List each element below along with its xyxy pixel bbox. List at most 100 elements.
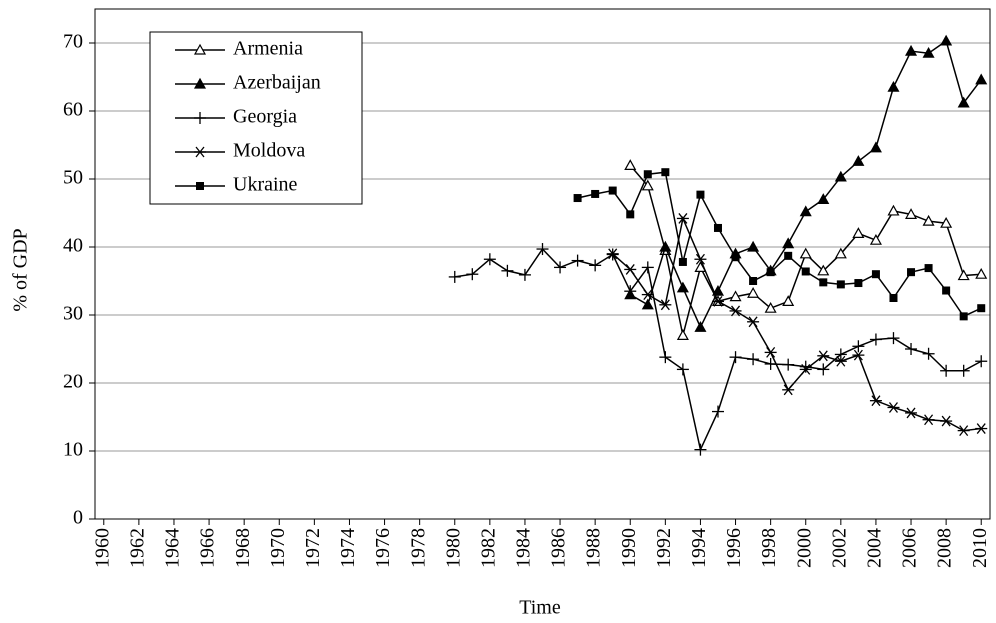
x-tick-label: 2006 — [899, 528, 921, 568]
marker — [887, 80, 900, 92]
marker — [573, 194, 582, 203]
marker — [922, 414, 935, 426]
marker — [869, 141, 882, 153]
marker — [711, 405, 724, 418]
marker — [782, 384, 795, 396]
marker — [905, 407, 918, 419]
legend-label: Armenia — [233, 38, 303, 60]
marker — [764, 357, 777, 370]
marker — [869, 233, 882, 245]
marker — [942, 286, 951, 295]
marker — [852, 340, 865, 353]
marker — [905, 44, 918, 56]
marker — [817, 193, 830, 204]
series-line — [612, 215, 982, 432]
y-tick-label: 70 — [63, 31, 83, 53]
marker — [887, 332, 900, 345]
marker — [641, 289, 654, 301]
marker-stroke — [818, 350, 828, 362]
x-axis-label: Time — [519, 597, 561, 619]
marker — [641, 179, 654, 191]
marker — [852, 227, 865, 238]
marker-stroke — [801, 363, 811, 375]
marker — [193, 43, 207, 55]
x-tick-label: 1968 — [232, 528, 254, 568]
marker-stroke — [959, 425, 969, 437]
marker — [659, 351, 672, 364]
marker-stroke — [608, 248, 618, 260]
marker — [711, 295, 724, 307]
marker — [905, 343, 918, 355]
marker — [766, 268, 775, 277]
marker — [694, 443, 707, 456]
x-tick-label: 1996 — [723, 528, 745, 568]
x-tick-label: 2004 — [864, 528, 886, 568]
marker — [940, 216, 953, 228]
marker — [696, 190, 705, 199]
x-tick-label: 1960 — [91, 528, 113, 568]
legend: Armenia Azerbaijan Georgia Moldova Ukraine — [149, 31, 363, 205]
marker — [589, 259, 602, 272]
marker — [834, 170, 847, 182]
marker — [940, 415, 953, 427]
marker — [747, 240, 760, 252]
marker — [643, 170, 652, 179]
x-tick-label: 1976 — [372, 528, 394, 568]
marker — [957, 96, 970, 108]
marker — [924, 264, 933, 273]
marker — [975, 73, 988, 85]
marker-stroke — [678, 213, 688, 224]
marker — [193, 77, 207, 89]
x-tick-label: 1970 — [267, 528, 289, 568]
marker — [957, 364, 970, 377]
marker — [940, 34, 953, 46]
x-tick-label: 1982 — [477, 528, 499, 568]
marker — [907, 268, 916, 277]
marker — [659, 299, 672, 311]
marker — [729, 351, 742, 364]
marker — [608, 186, 617, 195]
marker — [624, 159, 637, 170]
x-tick-label: 1994 — [688, 528, 710, 568]
y-tick-label: 50 — [63, 167, 83, 189]
y-tick-label: 0 — [73, 507, 83, 529]
marker — [196, 182, 204, 190]
marker — [799, 205, 812, 217]
marker — [694, 253, 707, 265]
marker — [887, 204, 900, 216]
marker — [852, 349, 865, 361]
marker — [729, 290, 742, 302]
marker — [959, 312, 968, 321]
marker — [676, 213, 689, 224]
marker — [764, 301, 777, 313]
x-tick-label: 1988 — [583, 528, 605, 568]
marker — [834, 247, 847, 259]
marker — [784, 251, 793, 260]
legend-label: Ukraine — [233, 174, 298, 196]
y-axis-label: % of GDP — [10, 228, 32, 311]
marker — [624, 264, 637, 275]
marker — [747, 287, 760, 298]
marker — [889, 294, 898, 302]
marker — [817, 363, 830, 376]
marker-stroke — [924, 414, 934, 426]
marker — [713, 223, 722, 232]
marker-stroke — [625, 264, 635, 275]
marker — [694, 321, 707, 332]
marker-stroke — [748, 316, 758, 328]
legend-label: Azerbaijan — [233, 72, 321, 94]
marker — [922, 214, 935, 226]
marker — [854, 279, 863, 288]
marker-stroke — [783, 384, 793, 396]
marker — [749, 277, 758, 285]
marker — [869, 395, 882, 407]
marker — [661, 168, 670, 177]
marker — [194, 112, 206, 124]
legend-label: Moldova — [233, 140, 305, 162]
y-tick-label: 20 — [63, 371, 83, 393]
x-tick-label: 1974 — [337, 528, 359, 568]
marker — [624, 285, 637, 298]
marker — [801, 267, 810, 276]
